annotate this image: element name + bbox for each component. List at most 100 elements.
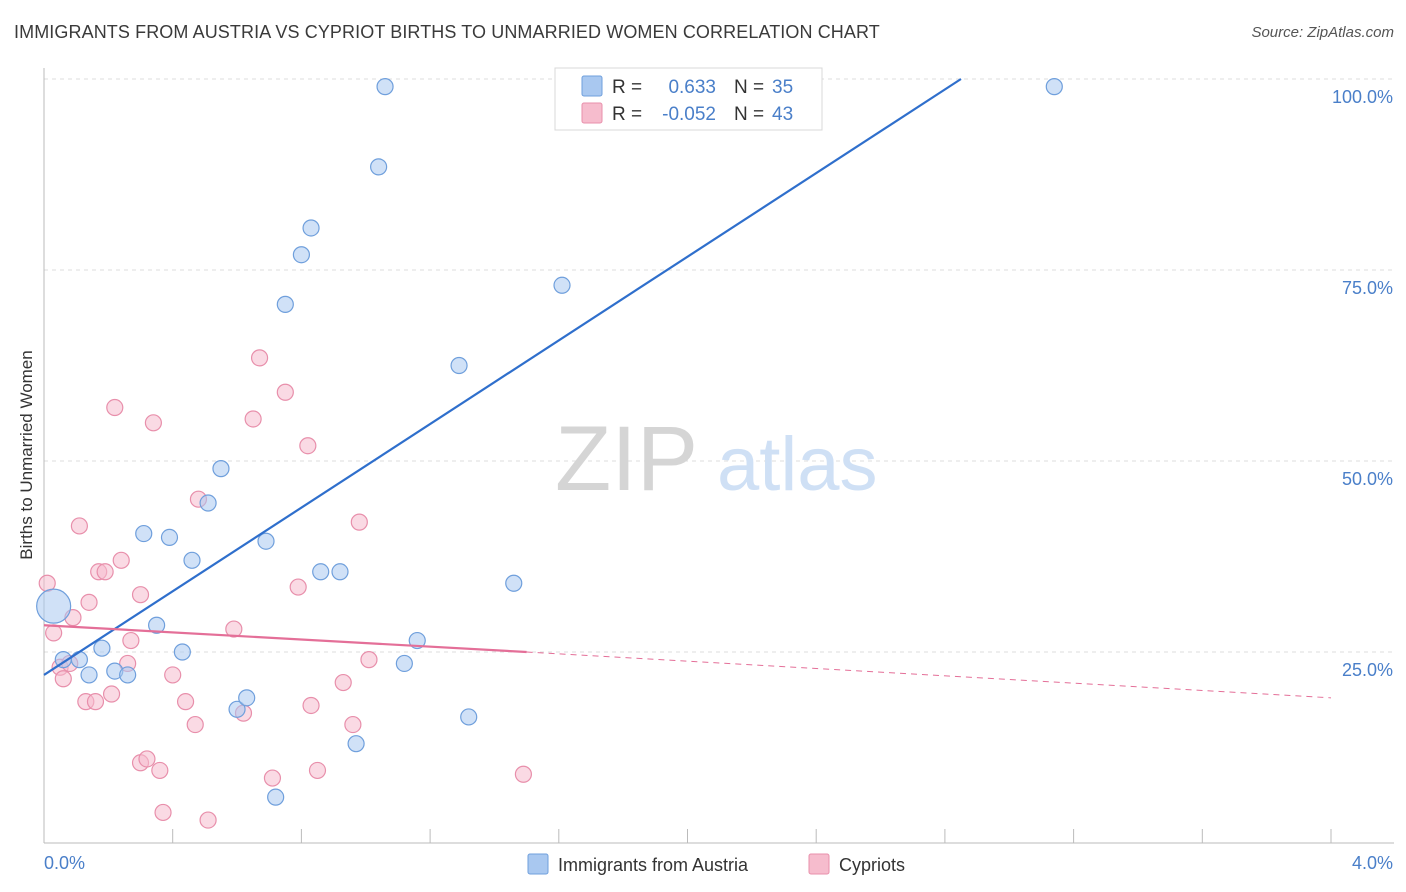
cypriots-point bbox=[250, 349, 269, 367]
austria-point bbox=[70, 651, 88, 669]
cypriots-point bbox=[45, 624, 63, 642]
austria-point bbox=[148, 616, 166, 634]
x-tick-label: 0.0% bbox=[44, 853, 85, 873]
y-tick-labels: 25.0% 50.0% 75.0% 100.0% bbox=[1332, 87, 1393, 680]
austria-point bbox=[276, 295, 294, 313]
legend-label-cypriots: Cypriots bbox=[839, 855, 905, 875]
austria-points bbox=[36, 78, 1063, 806]
stat-legend: R = 0.633 N = 35 R = -0.052 N = 43 bbox=[554, 67, 823, 131]
stat-r-value-austria: 0.633 bbox=[668, 77, 716, 98]
cypriots-point bbox=[122, 631, 140, 650]
cypriots-point bbox=[154, 803, 172, 822]
austria-point bbox=[331, 563, 349, 581]
legend-swatch-cypriots bbox=[808, 853, 830, 875]
austria-point bbox=[302, 219, 320, 237]
cypriots-point bbox=[350, 513, 368, 531]
y-tick-label: 75.0% bbox=[1342, 278, 1393, 298]
cypriots-point bbox=[138, 750, 156, 768]
austria-point bbox=[408, 631, 426, 650]
watermark: ZIP atlas bbox=[555, 408, 878, 510]
cypriots-point bbox=[106, 398, 124, 417]
stat-swatch-cypriots bbox=[581, 102, 603, 124]
cypriots-point bbox=[263, 769, 282, 787]
trend-lines bbox=[43, 78, 1332, 699]
austria-point bbox=[228, 700, 246, 718]
austria-trend-line bbox=[43, 78, 962, 676]
austria-point bbox=[160, 528, 179, 547]
cypriots-point bbox=[164, 666, 182, 684]
x-tick-labels: 0.0% 4.0% bbox=[44, 853, 1393, 873]
cypriots-point bbox=[289, 578, 307, 596]
austria-point bbox=[395, 654, 413, 673]
cypriots-point bbox=[151, 761, 169, 780]
austria-point bbox=[119, 666, 137, 684]
stat-n-value-austria: 35 bbox=[772, 77, 793, 98]
watermark-atlas: atlas bbox=[717, 422, 878, 507]
austria-point bbox=[257, 532, 275, 550]
austria-point bbox=[1045, 78, 1063, 96]
cypriots-point bbox=[299, 437, 317, 455]
grid-lines bbox=[44, 78, 1394, 653]
austria-point bbox=[267, 788, 285, 806]
cypriots-point bbox=[360, 651, 378, 669]
austria-point bbox=[505, 574, 523, 592]
cypriots-point bbox=[80, 593, 98, 611]
cypriots-point bbox=[199, 811, 217, 829]
austria-point bbox=[80, 666, 98, 684]
stat-n-value-cypriots: 43 bbox=[772, 104, 793, 125]
stat-r-value-cypriots: -0.052 bbox=[662, 104, 716, 125]
legend-label-austria: Immigrants from Austria bbox=[558, 855, 749, 875]
cypriots-point bbox=[131, 586, 150, 604]
legend-swatch-austria bbox=[527, 853, 549, 875]
cypriots-point bbox=[308, 761, 327, 780]
cypriots-point bbox=[302, 696, 320, 715]
stat-n-label-austria: N = bbox=[734, 77, 764, 98]
austria-point bbox=[135, 524, 153, 543]
y-tick-label: 100.0% bbox=[1332, 87, 1393, 107]
austria-point bbox=[212, 460, 230, 478]
austria-point bbox=[238, 689, 256, 707]
y-axis-label: Births to Unmarried Women bbox=[17, 350, 36, 559]
austria-point bbox=[173, 643, 191, 661]
source-label: Source: ZipAtlas.com bbox=[1251, 24, 1394, 41]
cypriots-point bbox=[176, 693, 195, 711]
austria-point bbox=[553, 276, 571, 294]
austria-point bbox=[460, 708, 478, 726]
cypriots-point bbox=[70, 517, 88, 535]
austria-point bbox=[36, 588, 72, 624]
cypriots-trend-line-extension bbox=[526, 651, 1332, 699]
austria-point bbox=[292, 246, 310, 264]
austria-point bbox=[312, 563, 330, 581]
austria-point bbox=[376, 78, 394, 96]
cypriots-points bbox=[38, 349, 533, 829]
cypriots-point bbox=[244, 410, 262, 428]
austria-point bbox=[450, 356, 468, 375]
cypriots-point bbox=[225, 620, 243, 638]
x-ticks bbox=[172, 829, 1332, 843]
cypriots-point bbox=[54, 670, 72, 688]
cypriots-point bbox=[344, 715, 362, 734]
cypriots-point bbox=[514, 765, 533, 783]
y-tick-label: 50.0% bbox=[1342, 469, 1393, 489]
austria-point bbox=[199, 494, 217, 512]
cypriots-point bbox=[112, 551, 130, 569]
cypriots-point bbox=[86, 693, 105, 711]
x-tick-label: 4.0% bbox=[1352, 853, 1393, 873]
cypriots-point bbox=[96, 563, 114, 581]
cypriots-point bbox=[334, 673, 352, 692]
austria-point bbox=[347, 735, 365, 753]
y-tick-label: 25.0% bbox=[1342, 660, 1393, 680]
axes bbox=[43, 68, 1394, 844]
stat-n-label-cypriots: N = bbox=[734, 104, 764, 125]
cypriots-point bbox=[276, 383, 294, 401]
watermark-zip: ZIP bbox=[555, 408, 698, 510]
austria-point bbox=[370, 158, 388, 176]
stat-r-label-austria: R = bbox=[612, 77, 642, 98]
stat-swatch-austria bbox=[581, 75, 603, 97]
cypriots-point bbox=[102, 685, 121, 703]
cypriots-point bbox=[186, 715, 204, 734]
austria-point bbox=[93, 639, 111, 657]
chart-title: IMMIGRANTS FROM AUSTRIA VS CYPRIOT BIRTH… bbox=[14, 22, 880, 42]
series-legend: Immigrants from Austria Cypriots bbox=[527, 853, 905, 875]
austria-point bbox=[183, 551, 201, 569]
